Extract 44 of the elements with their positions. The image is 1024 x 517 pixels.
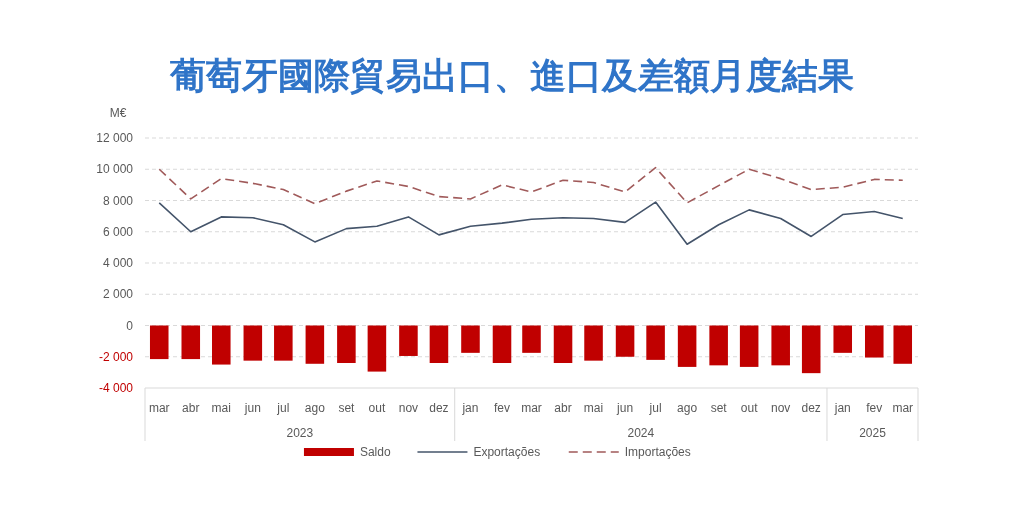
line-series (158, 201, 904, 246)
y-tick-label: 2 000 (102, 287, 134, 302)
y-tick-label: 4 000 (102, 256, 134, 270)
y-tick-label: -4 000 (98, 381, 134, 395)
x-tick-label: set (710, 401, 728, 415)
y-tick-label: -2 000 (98, 349, 134, 364)
text: 2024 (627, 426, 655, 440)
y-tick-label: 0 (126, 318, 134, 333)
x-tick-label: dez (429, 401, 449, 415)
legend-label: Saldo (359, 445, 391, 459)
y-tick-label: 10 000 (96, 162, 134, 177)
y-tick-label: 12 000 (96, 131, 134, 145)
x-tick-label: mar (148, 401, 170, 415)
x-tick-label: jul (648, 401, 662, 415)
x-tick-label: jul (276, 401, 290, 415)
x-tick-label: nov (398, 401, 419, 415)
x-tick-label: mai (211, 401, 231, 415)
legend-label: Exportações (473, 445, 541, 459)
x-tick-label: jan (833, 401, 851, 415)
x-tick-label: fev (866, 401, 883, 415)
x-tick-label: jan (461, 401, 479, 415)
x-tick-label: jun (243, 401, 261, 415)
x-tick-label: set (338, 401, 356, 415)
x-tick-label: jun (616, 401, 634, 415)
y-axis-title: M€ (109, 106, 127, 120)
y-tick-label: 8 000 (102, 193, 134, 208)
x-tick-label: out (368, 401, 386, 415)
x-tick-label: mar (892, 401, 914, 415)
x-tick-label: nov (771, 401, 791, 415)
x-tick-label: ago (677, 401, 698, 415)
text: 2023 (286, 426, 314, 440)
chart-title: 葡萄牙國際貿易出口、進口及差額月度結果 (169, 55, 854, 96)
x-tick-label: mar (521, 401, 542, 415)
y-tick-label: 6 000 (102, 224, 134, 239)
x-tick-label: out (740, 401, 759, 415)
legend-label: Importações (624, 445, 691, 459)
line-series (158, 166, 904, 205)
x-tick-label: abr (182, 401, 200, 415)
text: 2025 (859, 426, 887, 440)
x-tick-label: abr (554, 401, 572, 415)
x-tick-label: fev (494, 401, 511, 415)
x-tick-label: ago (304, 401, 326, 415)
x-tick-label: mai (583, 401, 604, 415)
x-tick-label: dez (801, 401, 821, 415)
